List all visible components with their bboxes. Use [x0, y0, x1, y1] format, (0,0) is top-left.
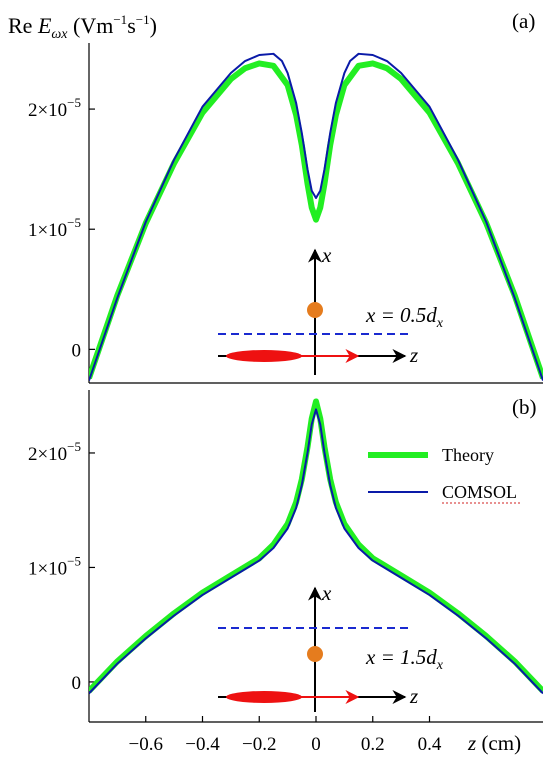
x-axis-label: z (cm) [467, 731, 521, 755]
panel-b-beam-bunch [226, 691, 302, 703]
panel-b-label: (b) [512, 395, 537, 419]
panel-a-beam-bunch [226, 350, 302, 362]
y-axis-label: Re Eωx (Vm−1s−1) [8, 12, 157, 42]
panel-b-y-tick-label: 2×10−5 [28, 439, 81, 465]
panel-b-theory-line [89, 398, 543, 694]
panel-b-inset-particle [307, 646, 323, 662]
panel-a-theory-line [89, 60, 543, 380]
panel-a-inset-particle [307, 302, 323, 318]
legend: Theory COMSOL [368, 445, 520, 504]
panel-b-inset-z-label: z [409, 684, 418, 708]
panel-b-x-ticks: −0.6 −0.4 −0.2 0 0.2 0.4 [129, 716, 442, 755]
panel-b-x-tick-label: 0.2 [361, 734, 385, 755]
panel-b-inset-x-label: x [321, 581, 332, 605]
panel-b-comsol-line [89, 408, 543, 695]
panel-b-x-tick-label: 0.4 [418, 734, 442, 755]
panel-b-x-tick-label: −0.6 [129, 734, 163, 755]
panel-a-inset: x z x = 0.5dx [218, 243, 444, 375]
panel-a: (a) 0 1×10−5 2×10−5 x z x = 0.5dx [28, 9, 543, 384]
legend-theory-label: Theory [442, 445, 494, 465]
panel-b-x-tick-label: −0.4 [185, 734, 220, 755]
panel-a-comsol-line [89, 52, 543, 381]
panel-b: (b) 0 1×10−5 2×10−5 −0.6 −0.4 −0.2 0 0.2 0.4 z … [28, 390, 543, 755]
panel-a-y-tick-label: 1×10−5 [28, 215, 81, 241]
panel-a-label: (a) [512, 9, 535, 33]
panel-a-y-ticks: 0 1×10−5 2×10−5 [28, 95, 95, 361]
panel-b-x-tick-label: 0 [311, 734, 321, 755]
panel-b-y-tick-label: 1×10−5 [28, 553, 81, 579]
legend-comsol-label: COMSOL [442, 482, 517, 502]
panel-a-inset-eq: x = 0.5dx [365, 303, 444, 331]
panel-a-inset-x-label: x [321, 243, 332, 267]
panel-a-inset-z-label: z [409, 343, 418, 367]
panel-b-inset-eq: x = 1.5dx [365, 645, 444, 673]
panel-b-y-tick-label: 0 [72, 673, 82, 694]
panel-b-inset: x z x = 1.5dx [218, 581, 444, 712]
panel-b-x-tick-label: −0.2 [242, 734, 276, 755]
panel-b-y-ticks: 0 1×10−5 2×10−5 [28, 439, 95, 694]
panel-a-y-tick-label: 2×10−5 [28, 95, 81, 121]
panel-a-y-tick-label: 0 [72, 340, 82, 361]
